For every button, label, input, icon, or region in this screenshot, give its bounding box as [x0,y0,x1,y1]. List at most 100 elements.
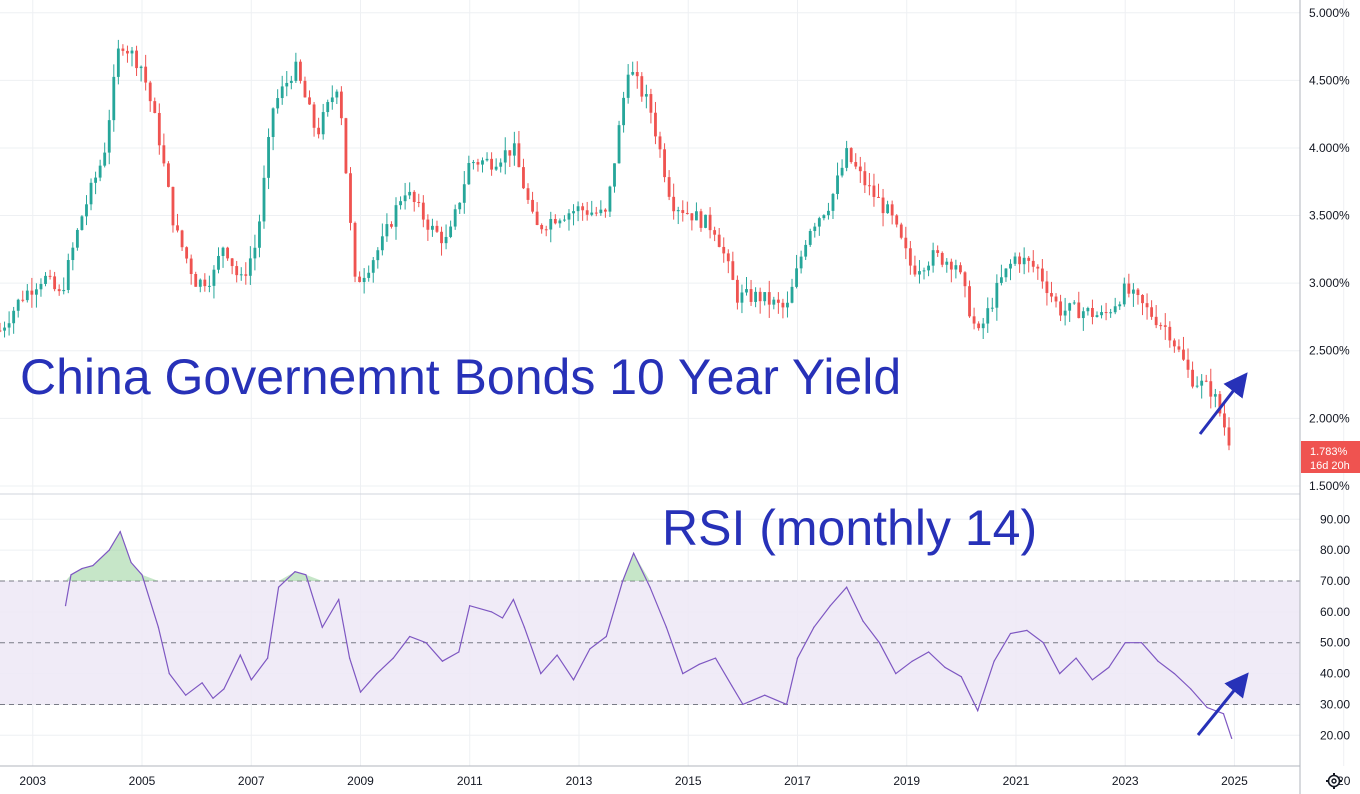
rsi-point [469,605,471,607]
time-tick-label[interactable]: 2015 [675,774,702,788]
candle-body [658,136,662,150]
candle-body [685,213,689,215]
candle-body [153,101,157,113]
candle-body [708,214,712,231]
candle-body [285,82,289,87]
rsi-point [130,561,132,564]
candle-body [735,279,739,303]
candle-body [1127,283,1131,294]
price-axis[interactable]: 5.000% 4.500% 4.000% 3.500% 3.000% 2.500% 2.00… [1309,6,1350,493]
time-tick-label[interactable]: 2021 [1003,774,1030,788]
candle-body [57,289,61,292]
candle-body [476,162,480,165]
candle-body [808,230,812,245]
price-tick-label: 2.500% [1309,344,1350,358]
rsi-point [267,657,269,659]
rsi-point [201,682,203,684]
candle-body [540,224,544,230]
time-tick-label[interactable]: 2003 [19,774,46,788]
candle-body [622,97,626,126]
candle-body [167,163,170,187]
candle-body [972,316,976,324]
candle-body [626,74,630,98]
time-tick-label[interactable]: 20 [1337,774,1351,788]
rsi-point [862,620,864,622]
candle-body [217,255,220,270]
candle-body [827,210,830,216]
rsi-point [250,679,252,681]
candle-body [831,193,835,211]
candle-body [508,150,512,156]
candle-body [189,258,193,275]
candle-body [1218,394,1222,414]
candle-body [176,225,179,231]
time-tick-label[interactable]: 2007 [238,774,265,788]
price-tick-label: 2.000% [1309,411,1350,425]
time-tick-label[interactable]: 2005 [129,774,156,788]
gear-icon[interactable] [1326,773,1342,789]
rsi-point [1124,642,1126,644]
candle-body [603,209,607,212]
rsi-point [829,605,831,607]
rsi-point [239,654,241,656]
rsi-point [1190,688,1192,690]
rsi-axis[interactable]: 90.00 80.00 70.00 60.00 50.00 40.00 30.00 20.00 [1320,512,1350,742]
candle-body [726,253,730,262]
candle-body [44,275,47,284]
rsi-point [81,568,83,570]
candle-body [1031,260,1035,267]
candle-body [326,102,330,113]
candle-body [1045,281,1049,294]
candle-body [417,201,421,203]
time-tick-label[interactable]: 2025 [1221,774,1248,788]
candle-body [1081,311,1085,319]
rsi-point [1108,666,1110,669]
time-tick-label[interactable]: 2011 [457,774,483,788]
candle-body [458,202,462,210]
candle-body [908,248,912,266]
time-axis[interactable]: 2003 2005 2007 2009 2011 2013 2015 2017 2019 2021… [19,774,1350,788]
rsi-uptrend-arrow [1196,672,1249,736]
price-tick-label: 4.500% [1309,73,1350,87]
candle-body [1040,268,1044,282]
candle-body [667,177,671,197]
candle-body [1159,325,1163,327]
candle-body [963,272,967,287]
candle-body [890,204,894,216]
time-tick-label[interactable]: 2017 [784,774,811,788]
time-tick-label[interactable]: 2019 [893,774,920,788]
time-tick-label[interactable]: 2009 [347,774,374,788]
rsi-band [0,580,1300,705]
rsi-point [157,626,160,628]
rsi-point [960,676,962,678]
rsi-point [785,703,788,706]
candle-body [904,237,908,249]
candle-body [116,48,120,77]
candle-body [977,323,981,329]
candle-body [649,94,653,113]
time-tick-label[interactable]: 2013 [566,774,593,788]
time-tick-label[interactable]: 2023 [1112,774,1139,788]
candle-body [1186,359,1190,370]
candle-body [895,215,899,225]
rsi-point [409,635,411,638]
candle-body [731,261,735,280]
candle-body [717,234,721,247]
rsi-point [523,626,525,628]
rsi-point [348,657,351,659]
candle-body [1036,266,1040,269]
candle-body [913,265,917,275]
candle-body [522,167,525,189]
candle-body [321,112,325,135]
candle-body [339,91,343,119]
candle-body [781,302,785,308]
candle-body [877,196,880,198]
rsi-point [392,657,394,659]
candle-body [1195,385,1199,387]
candle-body [1141,294,1144,304]
candle-body [931,250,935,266]
candle-body [745,289,748,293]
candle-body [194,274,198,287]
rsi-point [1009,632,1012,635]
rsi-point [441,660,444,662]
